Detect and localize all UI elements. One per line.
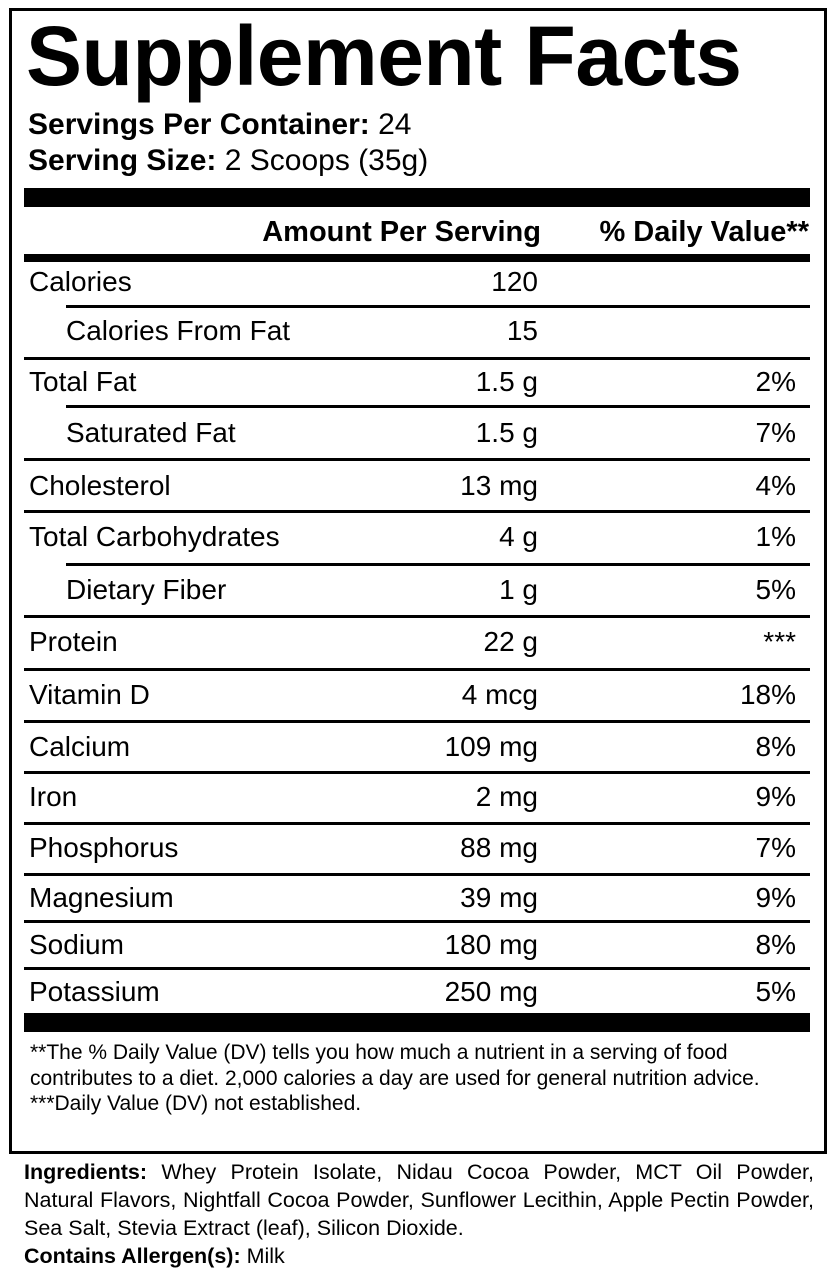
- nutrient-amount: 4 mcg: [461, 679, 538, 710]
- nutrient-daily-value: 5%: [755, 574, 796, 605]
- nutrient-amount: 120: [491, 266, 538, 297]
- nutrient-name: Magnesium: [29, 882, 174, 913]
- nutrient-daily-value: 9%: [755, 882, 796, 913]
- row-divider: [66, 305, 810, 308]
- nutrient-amount: 1.5 g: [475, 417, 538, 448]
- nutrient-amount: 13 mg: [460, 470, 538, 501]
- nutrient-name: Total Fat: [29, 366, 137, 397]
- serving-size-value: 2 Scoops (35g): [224, 144, 429, 177]
- ingredients-text: Whey Protein Isolate, Nidau Cocoa Powder…: [24, 1160, 814, 1240]
- row-divider: [24, 510, 810, 513]
- nutrient-daily-value: ***: [763, 626, 796, 657]
- daily-value-header: % Daily Value**: [599, 216, 809, 248]
- nutrient-daily-value: 18%: [739, 679, 796, 710]
- nutrient-name: Cholesterol: [29, 470, 171, 501]
- nutrient-daily-value: 2%: [755, 366, 796, 397]
- nutrient-daily-value: 7%: [755, 832, 796, 863]
- nutrient-amount: 15: [506, 315, 538, 346]
- row-divider: [66, 405, 810, 408]
- row-divider: [24, 771, 810, 774]
- serving-size-label: Serving Size:: [28, 144, 217, 177]
- row-divider: [24, 357, 810, 360]
- nutrient-name: Calories: [29, 266, 132, 297]
- row-divider: [24, 458, 810, 461]
- not-established-footnote: ***Daily Value (DV) not established.: [30, 1092, 362, 1115]
- nutrient-daily-value: 8%: [755, 929, 796, 960]
- nutrient-amount: 250 mg: [444, 976, 538, 1007]
- ingredients: Ingredients: Whey Protein Isolate, Nidau…: [24, 1158, 814, 1270]
- nutrient-amount: 1.5 g: [475, 366, 538, 397]
- servings-per-container-label: Servings Per Container:: [28, 108, 370, 141]
- nutrient-name: Dietary Fiber: [66, 574, 227, 605]
- allergen-label: Contains Allergen(s):: [24, 1244, 241, 1268]
- nutrient-name: Calcium: [29, 731, 131, 762]
- nutrient-name: Phosphorus: [29, 832, 179, 863]
- nutrient-daily-value: 8%: [755, 731, 796, 762]
- row-divider: [24, 967, 810, 970]
- servings-per-container: Servings Per Container: 24: [28, 108, 411, 142]
- row-divider: [24, 668, 810, 671]
- nutrient-daily-value: 5%: [755, 976, 796, 1007]
- ingredients-label: Ingredients:: [24, 1160, 148, 1184]
- nutrient-amount: 180 mg: [444, 929, 538, 960]
- row-divider: [24, 822, 810, 825]
- serving-size: Serving Size: 2 Scoops (35g): [28, 144, 428, 178]
- thick-divider: [24, 188, 810, 207]
- row-divider: [66, 563, 810, 566]
- supplement-facts-panel: [9, 8, 827, 1154]
- nutrient-name: Vitamin D: [29, 679, 150, 710]
- nutrient-name: Saturated Fat: [66, 417, 236, 448]
- nutrient-daily-value: 9%: [755, 781, 796, 812]
- thick-divider: [24, 254, 810, 262]
- row-divider: [24, 720, 810, 723]
- nutrient-amount: 4 g: [499, 521, 538, 552]
- thick-divider: [24, 1013, 810, 1032]
- nutrient-amount: 109 mg: [444, 731, 538, 762]
- nutrient-amount: 88 mg: [460, 832, 538, 863]
- nutrient-name: Calories From Fat: [66, 315, 291, 346]
- row-divider: [24, 615, 810, 618]
- nutrient-name: Protein: [29, 626, 118, 657]
- allergen-value: Milk: [246, 1244, 285, 1268]
- nutrient-daily-value: 4%: [755, 470, 796, 501]
- nutrient-name: Potassium: [29, 976, 160, 1007]
- row-divider: [24, 873, 810, 876]
- footnotes: **The % Daily Value (DV) tells you how m…: [30, 1040, 810, 1117]
- nutrient-daily-value: 1%: [755, 521, 796, 552]
- amount-per-serving-header: Amount Per Serving: [262, 216, 541, 248]
- nutrient-amount: 22 g: [483, 626, 539, 657]
- servings-per-container-value: 24: [378, 108, 412, 141]
- dv-footnote: **The % Daily Value (DV) tells you how m…: [30, 1041, 760, 1090]
- nutrient-amount: 1 g: [499, 574, 538, 605]
- nutrient-name: Iron: [29, 781, 78, 812]
- nutrient-name: Total Carbohydrates: [29, 521, 280, 552]
- nutrient-daily-value: 7%: [755, 417, 796, 448]
- nutrient-amount: 2 mg: [475, 781, 538, 812]
- row-divider: [24, 920, 810, 923]
- nutrient-amount: 39 mg: [460, 882, 538, 913]
- panel-title: Supplement Facts: [26, 9, 742, 103]
- nutrient-name: Sodium: [29, 929, 124, 960]
